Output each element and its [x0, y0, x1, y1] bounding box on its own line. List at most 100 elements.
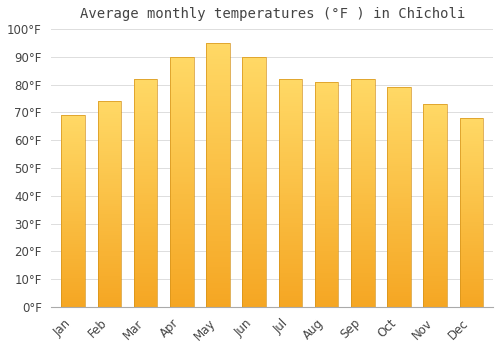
Bar	[170, 177, 194, 179]
Bar	[278, 193, 302, 195]
Bar	[206, 154, 230, 156]
Bar	[242, 204, 266, 207]
Bar	[315, 190, 338, 192]
Bar	[460, 241, 483, 243]
Bar	[242, 264, 266, 267]
Bar	[62, 232, 85, 234]
Bar	[170, 182, 194, 184]
Bar	[134, 293, 158, 295]
Bar	[206, 72, 230, 75]
Bar	[278, 295, 302, 298]
Bar	[315, 298, 338, 300]
Bar	[315, 176, 338, 178]
Bar	[351, 145, 374, 147]
Bar	[424, 142, 447, 145]
Bar	[424, 211, 447, 214]
Bar	[424, 124, 447, 126]
Bar	[424, 183, 447, 185]
Bar	[242, 224, 266, 227]
Bar	[170, 299, 194, 302]
Bar	[278, 204, 302, 206]
Bar	[98, 118, 121, 120]
Bar	[424, 171, 447, 173]
Bar	[315, 224, 338, 226]
Bar	[315, 104, 338, 107]
Bar	[315, 102, 338, 104]
Bar	[242, 119, 266, 122]
Bar	[98, 101, 121, 103]
Bar	[134, 134, 158, 136]
Bar	[134, 261, 158, 264]
Bar	[387, 114, 410, 116]
Bar	[278, 214, 302, 216]
Bar	[460, 118, 483, 307]
Bar	[387, 153, 410, 155]
Bar	[170, 79, 194, 82]
Bar	[170, 267, 194, 270]
Bar	[206, 183, 230, 186]
Bar	[170, 237, 194, 239]
Bar	[206, 223, 230, 225]
Bar	[351, 104, 374, 106]
Bar	[134, 104, 158, 106]
Bar	[242, 244, 266, 247]
Bar	[278, 81, 302, 84]
Bar	[424, 297, 447, 299]
Bar	[278, 166, 302, 168]
Bar	[206, 96, 230, 98]
Bar	[170, 219, 194, 222]
Bar	[351, 261, 374, 264]
Bar	[62, 146, 85, 148]
Bar	[460, 173, 483, 175]
Bar	[351, 225, 374, 227]
Bar	[387, 232, 410, 234]
Bar	[315, 138, 338, 140]
Bar	[98, 120, 121, 122]
Bar	[242, 257, 266, 259]
Bar	[278, 200, 302, 202]
Bar	[315, 178, 338, 181]
Bar	[387, 147, 410, 149]
Bar	[62, 182, 85, 184]
Bar	[98, 253, 121, 256]
Bar	[278, 134, 302, 136]
Bar	[315, 269, 338, 271]
Bar	[134, 191, 158, 193]
Bar	[315, 91, 338, 93]
Bar	[242, 92, 266, 94]
Bar	[98, 173, 121, 175]
Bar	[98, 132, 121, 134]
Bar	[387, 263, 410, 265]
Bar	[424, 104, 447, 106]
Bar	[278, 266, 302, 268]
Bar	[134, 220, 158, 223]
Bar	[424, 197, 447, 199]
Bar	[206, 209, 230, 212]
Bar	[134, 166, 158, 168]
Bar	[134, 239, 158, 241]
Bar	[206, 291, 230, 294]
Bar	[315, 201, 338, 203]
Bar	[242, 172, 266, 174]
Bar	[170, 212, 194, 215]
Bar	[62, 215, 85, 217]
Bar	[62, 253, 85, 255]
Bar	[351, 179, 374, 182]
Bar	[460, 148, 483, 150]
Bar	[460, 277, 483, 279]
Bar	[62, 196, 85, 198]
Bar	[134, 232, 158, 234]
Bar	[98, 165, 121, 167]
Bar	[242, 222, 266, 224]
Bar	[387, 298, 410, 300]
Bar	[170, 234, 194, 237]
Bar	[424, 285, 447, 287]
Bar	[315, 192, 338, 194]
Bar	[424, 181, 447, 183]
Bar	[351, 230, 374, 232]
Bar	[315, 109, 338, 111]
Bar	[460, 160, 483, 161]
Bar	[315, 186, 338, 188]
Bar	[98, 101, 121, 307]
Bar	[98, 272, 121, 274]
